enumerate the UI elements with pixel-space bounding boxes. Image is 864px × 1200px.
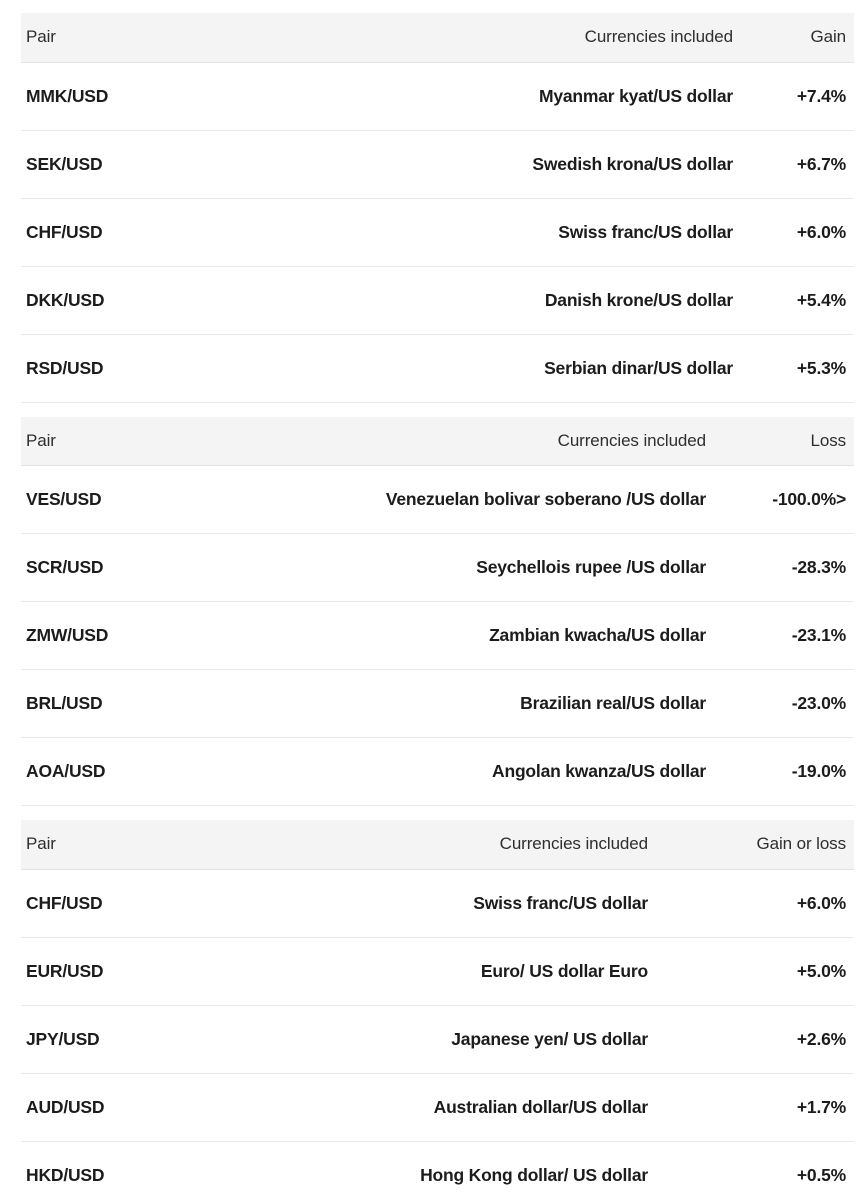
currencies-included-cell: Brazilian real/US dollar xyxy=(231,669,731,738)
table-header-row: Pair Currencies included Gain xyxy=(21,13,854,63)
table-row: SEK/USD Swedish krona/US dollar +6.7% xyxy=(21,130,854,199)
pair-cell: ZMW/USD xyxy=(21,601,231,670)
currencies-included-cell: Myanmar kyat/US dollar xyxy=(231,62,758,131)
table-row: AUD/USD Australian dollar/US dollar +1.7… xyxy=(21,1073,854,1142)
pair-cell: RSD/USD xyxy=(21,334,231,403)
value-cell: +5.3% xyxy=(758,334,854,403)
table-row: ZMW/USD Zambian kwacha/US dollar -23.1% xyxy=(21,601,854,670)
currencies-included-cell: Swedish krona/US dollar xyxy=(231,130,758,199)
currencies-included-cell: Danish krone/US dollar xyxy=(231,266,758,335)
table-row: BRL/USD Brazilian real/US dollar -23.0% xyxy=(21,669,854,738)
table-row: VES/USD Venezuelan bolivar soberano /US … xyxy=(21,465,854,534)
table-row: CHF/USD Swiss franc/US dollar +6.0% xyxy=(21,869,854,938)
table-row: AOA/USD Angolan kwanza/US dollar -19.0% xyxy=(21,737,854,806)
column-header-pair: Pair xyxy=(21,820,231,870)
value-cell: -100.0%> xyxy=(731,465,854,534)
value-cell: -28.3% xyxy=(731,533,854,602)
pair-cell: SEK/USD xyxy=(21,130,231,199)
value-cell: +0.5% xyxy=(673,1141,854,1200)
value-cell: +6.0% xyxy=(673,869,854,938)
currencies-included-cell: Hong Kong dollar/ US dollar xyxy=(231,1141,673,1200)
value-cell: -23.1% xyxy=(731,601,854,670)
table-header-row: Pair Currencies included Gain or loss xyxy=(21,820,854,870)
currencies-included-cell: Serbian dinar/US dollar xyxy=(231,334,758,403)
currencies-included-cell: Euro/ US dollar Euro xyxy=(231,937,673,1006)
pair-cell: JPY/USD xyxy=(21,1005,231,1074)
pair-cell: MMK/USD xyxy=(21,62,231,131)
value-cell: -23.0% xyxy=(731,669,854,738)
value-cell: +2.6% xyxy=(673,1005,854,1074)
pair-cell: SCR/USD xyxy=(21,533,231,602)
value-cell: +6.7% xyxy=(758,130,854,199)
pair-cell: AUD/USD xyxy=(21,1073,231,1142)
table-header-row: Pair Currencies included Loss xyxy=(21,416,854,466)
currencies-included-cell: Swiss franc/US dollar xyxy=(231,869,673,938)
table-row: SCR/USD Seychellois rupee /US dollar -28… xyxy=(21,533,854,602)
pair-cell: CHF/USD xyxy=(21,869,231,938)
currencies-included-cell: Japanese yen/ US dollar xyxy=(231,1005,673,1074)
table-row: HKD/USD Hong Kong dollar/ US dollar +0.5… xyxy=(21,1141,854,1200)
pair-cell: CHF/USD xyxy=(21,198,231,267)
table-row: EUR/USD Euro/ US dollar Euro +5.0% xyxy=(21,937,854,1006)
currencies-included-cell: Australian dollar/US dollar xyxy=(231,1073,673,1142)
table-row: MMK/USD Myanmar kyat/US dollar +7.4% xyxy=(21,62,854,131)
table-row: CHF/USD Swiss franc/US dollar +6.0% xyxy=(21,198,854,267)
table-row: RSD/USD Serbian dinar/US dollar +5.3% xyxy=(21,334,854,403)
column-header-value: Gain or loss xyxy=(673,820,854,870)
pair-cell: VES/USD xyxy=(21,465,231,534)
pair-cell: EUR/USD xyxy=(21,937,231,1006)
currencies-included-cell: Angolan kwanza/US dollar xyxy=(231,737,731,806)
column-header-currencies-included: Currencies included xyxy=(231,820,673,870)
column-header-currencies-included: Currencies included xyxy=(231,416,731,466)
table-row: JPY/USD Japanese yen/ US dollar +2.6% xyxy=(21,1005,854,1074)
pair-cell: DKK/USD xyxy=(21,266,231,335)
value-cell: +5.0% xyxy=(673,937,854,1006)
table-row: DKK/USD Danish krone/US dollar +5.4% xyxy=(21,266,854,335)
value-cell: +1.7% xyxy=(673,1073,854,1142)
currencies-included-cell: Swiss franc/US dollar xyxy=(231,198,758,267)
value-cell: +5.4% xyxy=(758,266,854,335)
column-header-value: Loss xyxy=(731,416,854,466)
column-header-currencies-included: Currencies included xyxy=(231,13,758,63)
currency-table-major-pairs: Pair Currencies included Gain or loss CH… xyxy=(21,820,854,1200)
column-header-pair: Pair xyxy=(21,13,231,63)
currencies-included-cell: Venezuelan bolivar soberano /US dollar xyxy=(231,465,731,534)
pair-cell: AOA/USD xyxy=(21,737,231,806)
currency-table-top-gainers: Pair Currencies included Gain MMK/USD My… xyxy=(21,13,854,403)
value-cell: -19.0% xyxy=(731,737,854,806)
value-cell: +7.4% xyxy=(758,62,854,131)
pair-cell: HKD/USD xyxy=(21,1141,231,1200)
column-header-pair: Pair xyxy=(21,416,231,466)
currencies-included-cell: Seychellois rupee /US dollar xyxy=(231,533,731,602)
currencies-included-cell: Zambian kwacha/US dollar xyxy=(231,601,731,670)
currency-table-biggest-losses: Pair Currencies included Loss VES/USD Ve… xyxy=(21,416,854,806)
pair-cell: BRL/USD xyxy=(21,669,231,738)
column-header-value: Gain xyxy=(758,13,854,63)
value-cell: +6.0% xyxy=(758,198,854,267)
